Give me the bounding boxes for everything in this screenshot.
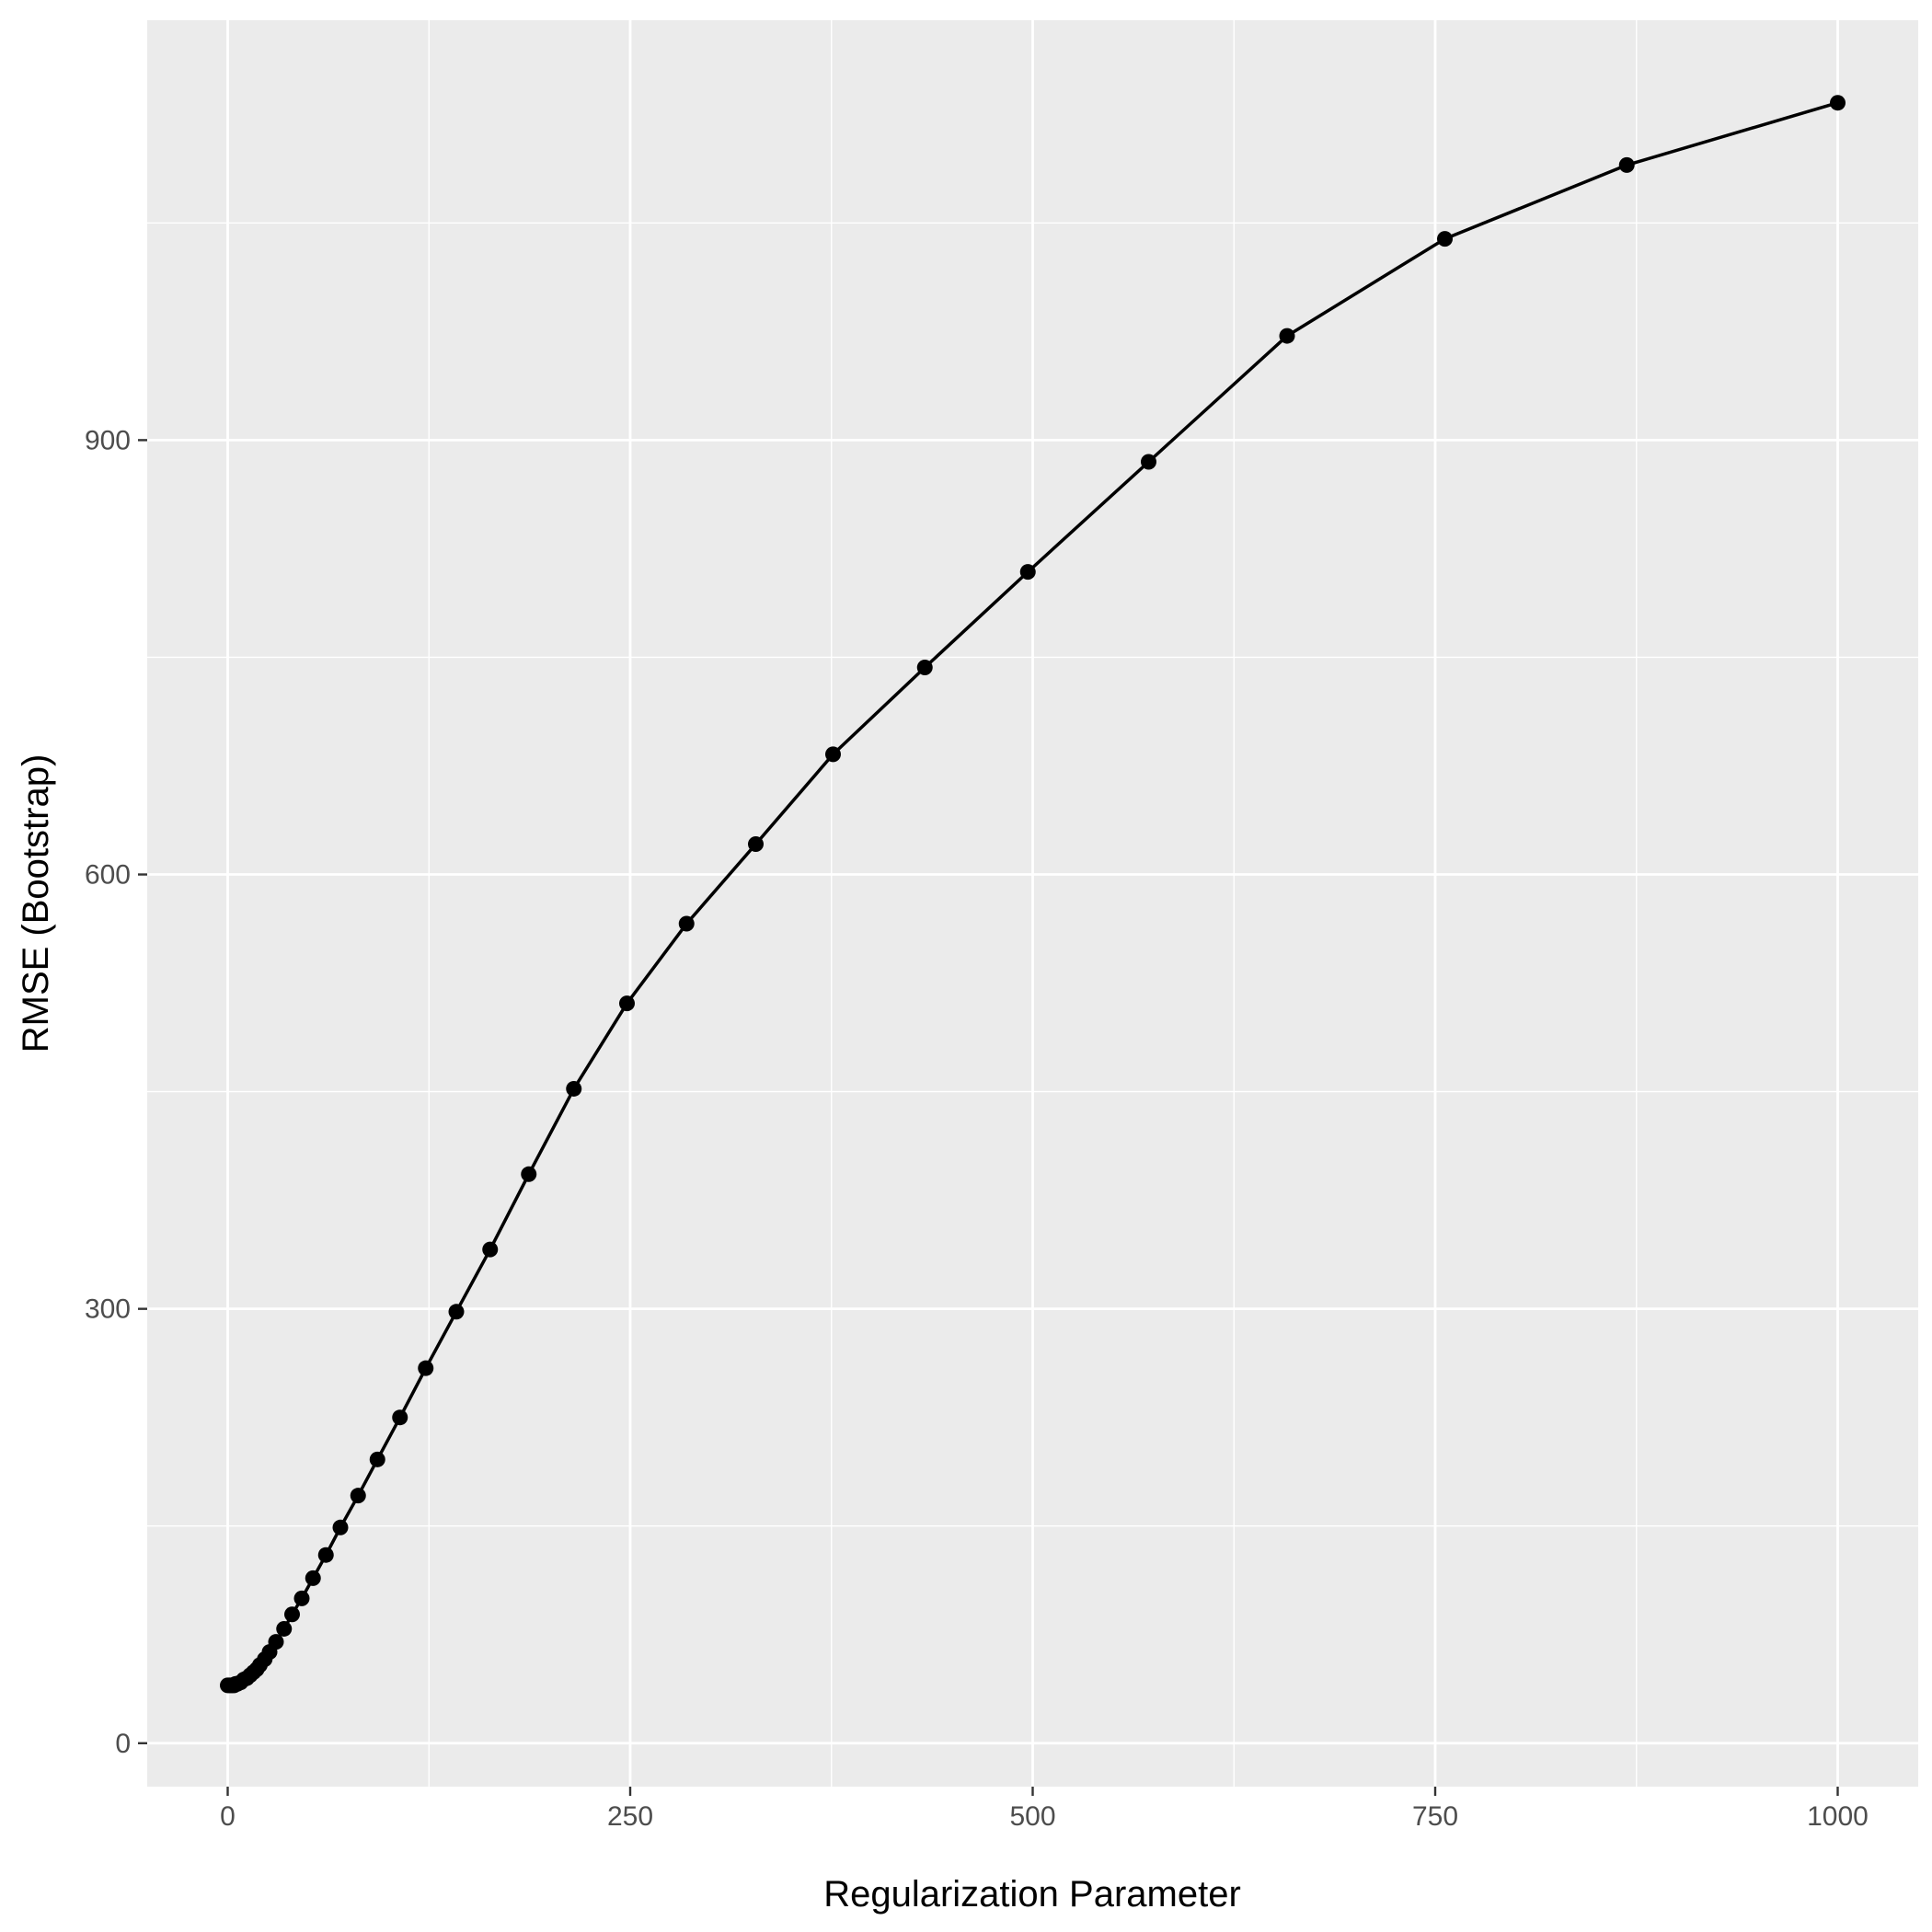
data-point [276, 1620, 293, 1637]
data-point [678, 915, 695, 932]
data-point [916, 659, 933, 675]
data-point [1279, 328, 1295, 344]
data-point [1830, 95, 1846, 111]
data-point [317, 1547, 334, 1563]
y-tick-label: 300 [85, 1294, 131, 1325]
data-point [418, 1360, 434, 1376]
series-layer [220, 95, 1846, 1694]
y-axis: 0 300 600 900 [85, 425, 147, 1759]
x-tick-label: 0 [220, 1801, 236, 1832]
x-tick-label: 1000 [1807, 1801, 1869, 1832]
x-axis: 0 250 500 750 1000 [220, 1787, 1869, 1832]
y-tick-label: 900 [85, 425, 131, 455]
data-point [284, 1606, 300, 1623]
data-point [619, 995, 635, 1012]
data-point [1437, 231, 1453, 247]
data-point [369, 1451, 385, 1467]
y-tick-label: 0 [115, 1729, 131, 1759]
data-point [332, 1519, 349, 1535]
data-point [1618, 156, 1635, 173]
data-point [825, 746, 841, 763]
data-point [268, 1634, 284, 1650]
y-axis-title: RMSE (Bootstrap) [16, 754, 56, 1053]
data-point [482, 1241, 499, 1258]
data-point [448, 1304, 465, 1320]
x-tick-label: 750 [1412, 1801, 1458, 1832]
data-point [1019, 564, 1036, 581]
data-point [521, 1166, 537, 1182]
x-tick-label: 250 [607, 1801, 653, 1832]
data-point [392, 1409, 408, 1426]
data-point [305, 1570, 321, 1586]
data-point [350, 1488, 366, 1504]
y-tick-label: 600 [85, 860, 131, 891]
data-point [293, 1590, 310, 1606]
x-axis-title: Regularization Parameter [823, 1874, 1241, 1915]
major-grid [147, 20, 1918, 1787]
x-tick-label: 500 [1009, 1801, 1055, 1832]
data-point [566, 1080, 582, 1097]
data-point [748, 835, 764, 852]
data-point [1141, 454, 1156, 470]
